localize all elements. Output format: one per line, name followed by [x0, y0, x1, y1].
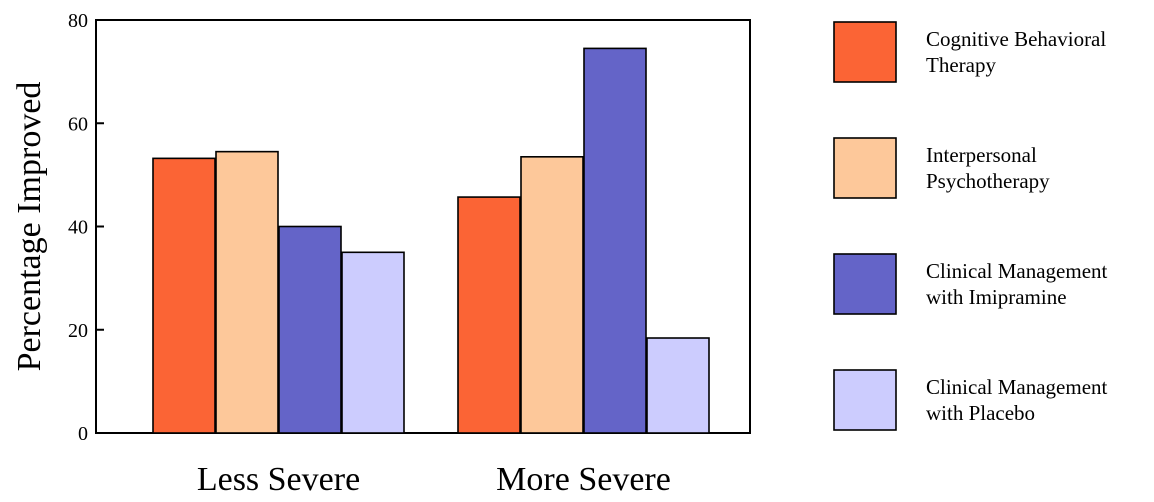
y-tick-label: 0	[78, 423, 88, 445]
bar-0-3	[341, 251, 405, 434]
y-tick-label: 20	[68, 320, 88, 342]
legend-label-line: with Placebo	[926, 401, 1035, 425]
category-label: More Severe	[496, 461, 671, 497]
y-tick-label: 80	[68, 10, 88, 32]
bar-1-0	[457, 196, 521, 434]
bars	[152, 47, 710, 434]
category-label: Less Severe	[197, 461, 360, 497]
legend-swatch	[833, 21, 897, 83]
bar-0-1	[215, 150, 279, 434]
legend-label-line: Therapy	[926, 53, 996, 77]
legend-label: Interpersonal Psychotherapy	[926, 143, 1050, 193]
legend-label: Clinical Management with Placebo	[926, 375, 1108, 425]
legend-label-line: with Imipramine	[926, 285, 1067, 309]
legend: Cognitive Behavioral Therapy Interpersonal…	[833, 21, 1108, 431]
legend-label-line: Clinical Management	[926, 375, 1108, 399]
y-ticks: 0 20 40 60 80	[68, 10, 104, 445]
bar-1-3	[646, 337, 710, 434]
bar-1-2	[583, 47, 647, 434]
y-tick-label: 40	[68, 217, 88, 239]
legend-label-line: Psychotherapy	[926, 169, 1050, 193]
legend-swatch	[833, 369, 897, 431]
bar-0-2	[278, 225, 342, 434]
y-tick-label: 60	[68, 113, 88, 135]
legend-label-line: Interpersonal	[926, 143, 1037, 167]
legend-label-line: Cognitive Behavioral	[926, 27, 1106, 51]
legend-label: Clinical Management with Imipramine	[926, 259, 1108, 309]
legend-label-line: Clinical Management	[926, 259, 1108, 283]
x-categories: Less Severe More Severe	[197, 461, 671, 498]
legend-label: Cognitive Behavioral Therapy	[926, 27, 1106, 77]
bar-0-0	[152, 157, 216, 434]
y-axis-label: Percentage Improved	[11, 82, 48, 372]
bar-1-1	[520, 156, 584, 434]
legend-swatch	[833, 137, 897, 199]
legend-swatch	[833, 253, 897, 315]
